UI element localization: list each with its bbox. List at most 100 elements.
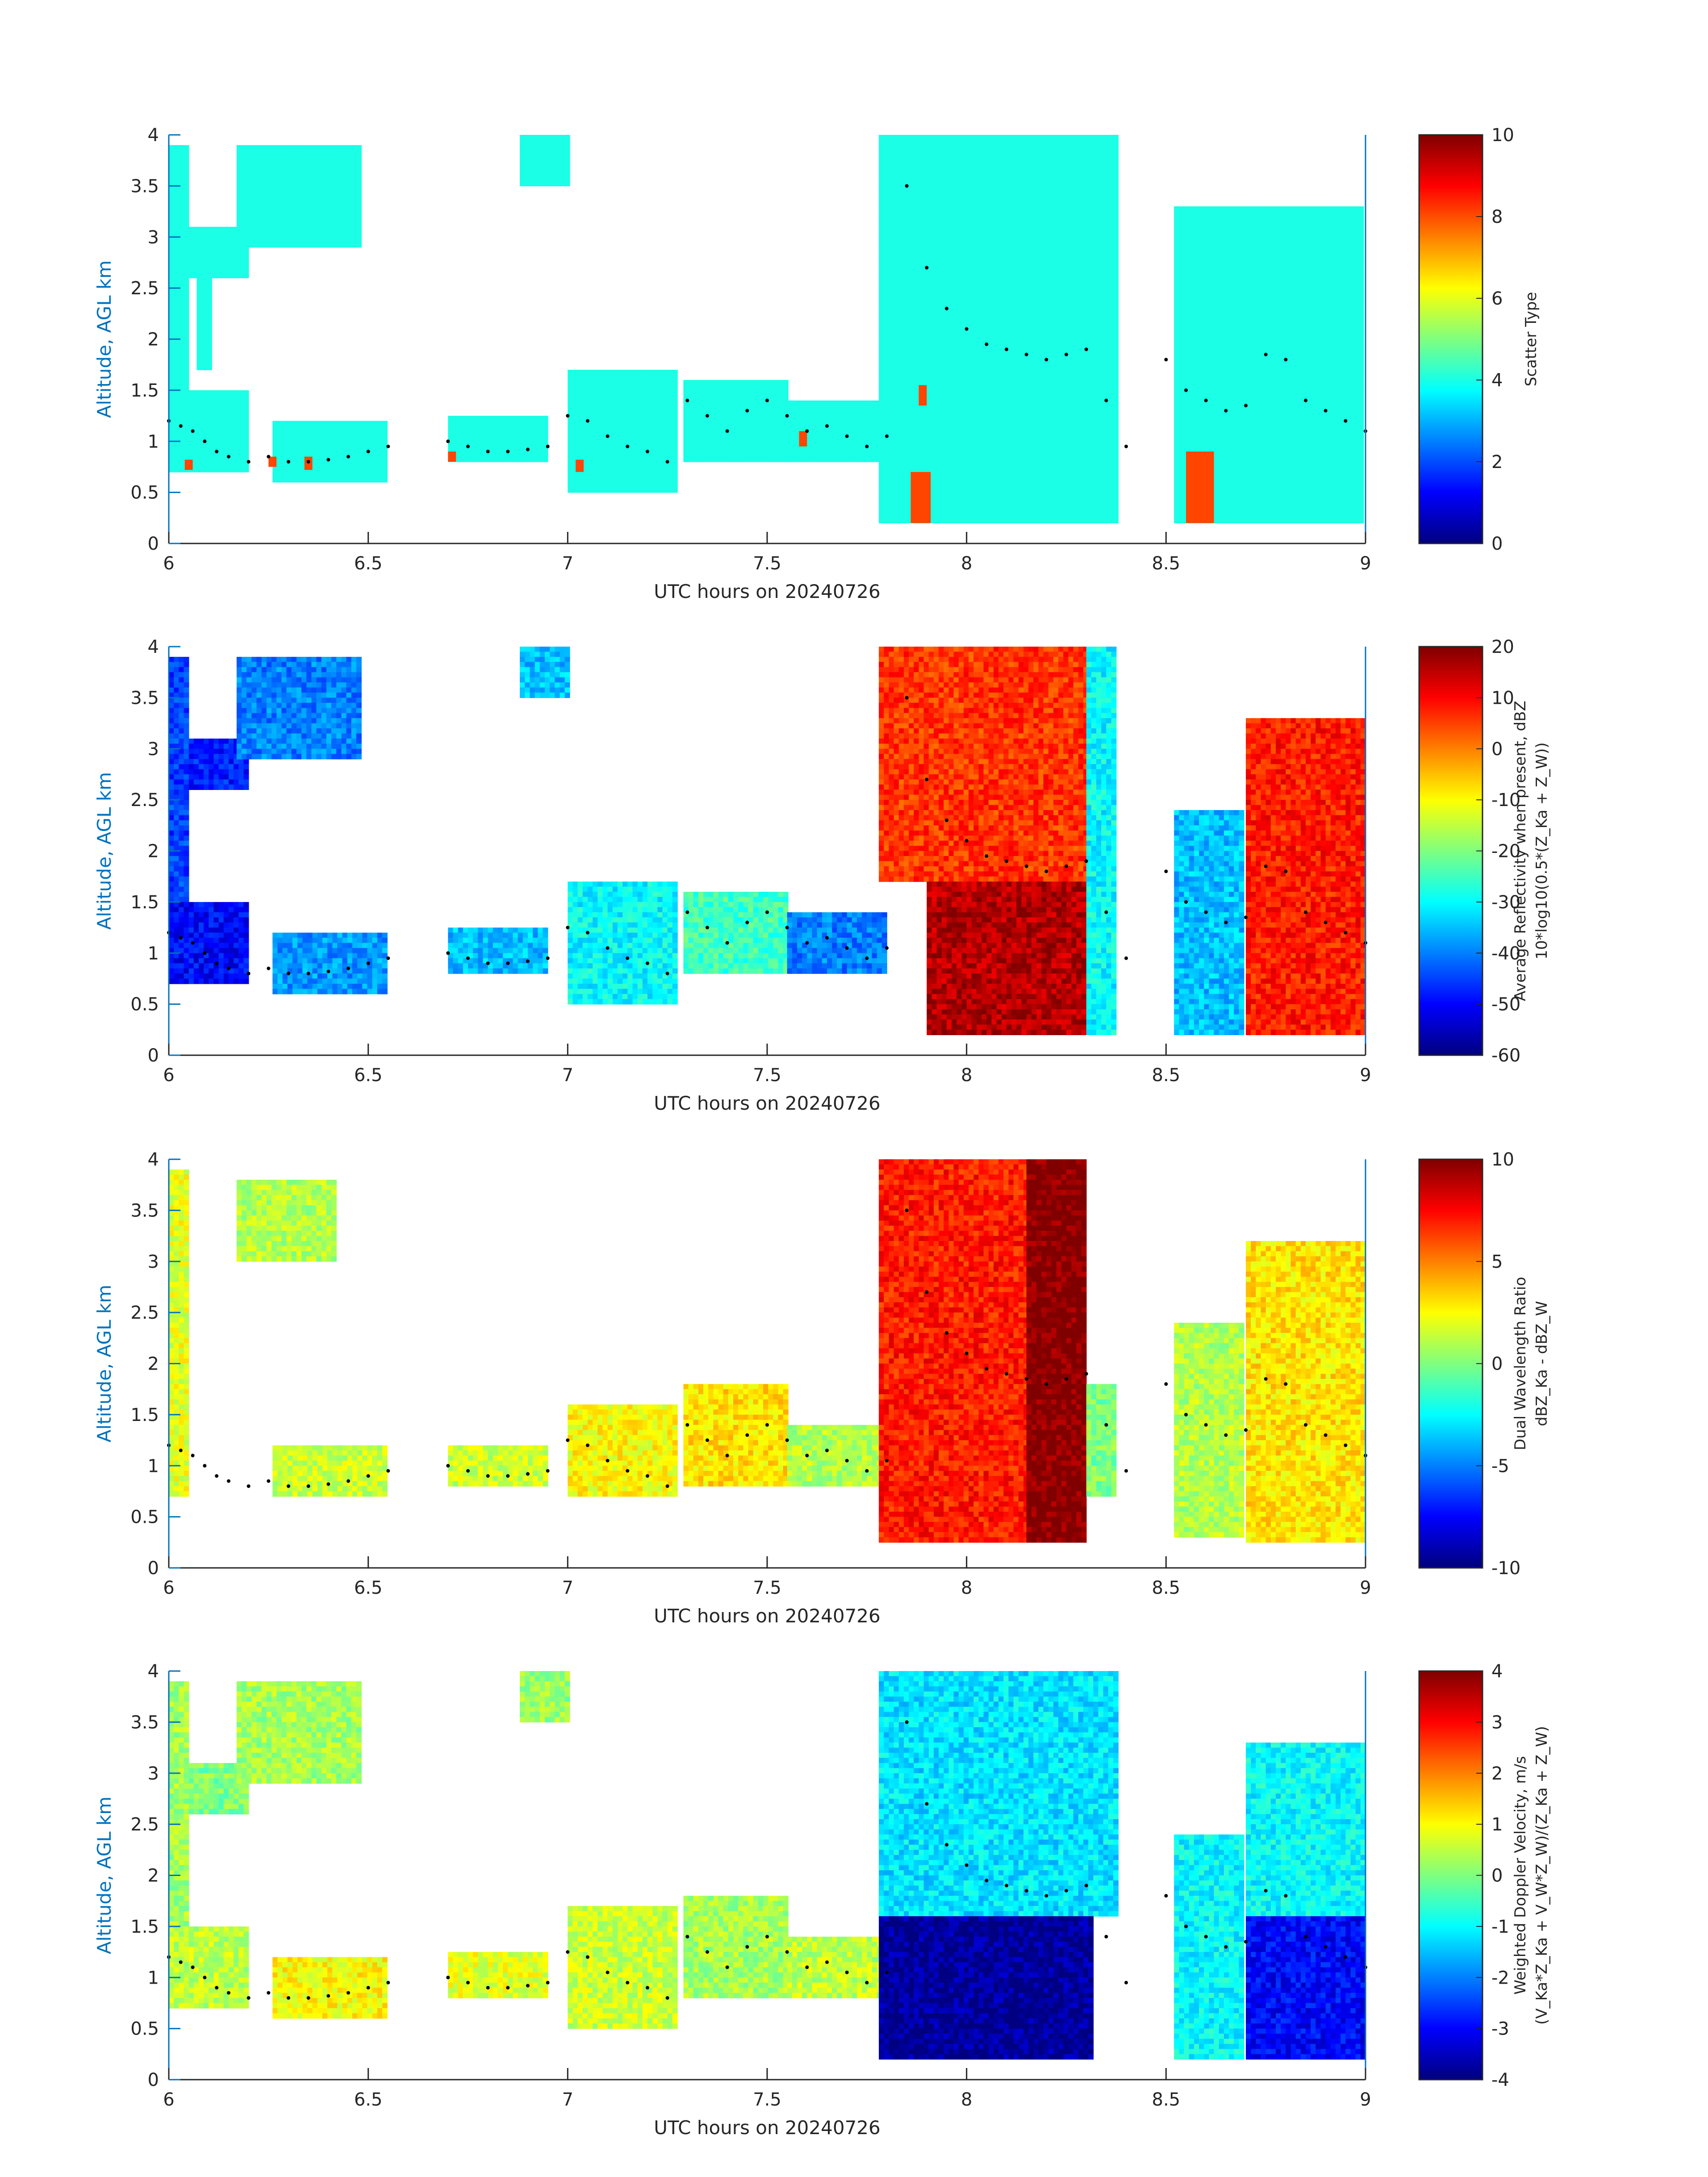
heatmap-cell bbox=[953, 400, 959, 406]
heatmap-cell bbox=[894, 354, 899, 360]
heatmap-cell bbox=[251, 180, 257, 187]
heatmap-cell bbox=[768, 456, 774, 462]
heatmap-cell bbox=[627, 482, 633, 488]
heatmap-cell bbox=[898, 472, 904, 478]
heatmap-cell bbox=[889, 211, 894, 217]
heatmap-cell bbox=[994, 344, 999, 350]
heatmap-cell bbox=[939, 477, 944, 483]
heatmap-cell bbox=[346, 226, 352, 233]
heatmap-cell bbox=[894, 206, 899, 212]
heatmap-cell bbox=[919, 298, 924, 304]
heatmap-cell bbox=[953, 344, 959, 350]
heatmap-cell bbox=[837, 410, 843, 416]
heatmap-cell bbox=[944, 467, 949, 472]
heatmap-cell bbox=[236, 201, 242, 207]
heatmap-cell bbox=[964, 171, 969, 176]
heatmap-cell bbox=[306, 206, 312, 212]
heatmap-cell bbox=[236, 206, 242, 212]
heatmap-cell bbox=[331, 186, 337, 192]
heatmap-cell bbox=[994, 252, 999, 258]
heatmap-cell bbox=[612, 451, 618, 457]
heatmap-cell bbox=[528, 441, 533, 447]
heatmap-cell bbox=[498, 451, 503, 457]
heatmap-cell bbox=[238, 446, 244, 452]
heatmap-cell bbox=[953, 349, 959, 355]
heatmap-cell bbox=[909, 175, 915, 181]
heatmap-cell bbox=[904, 436, 909, 442]
heatmap-cell bbox=[498, 441, 503, 447]
heatmap-cell bbox=[513, 426, 518, 432]
heatmap-cell bbox=[179, 165, 184, 171]
heatmap-cell bbox=[199, 456, 204, 462]
heatmap-cell bbox=[243, 431, 249, 437]
heatmap-cell bbox=[857, 456, 862, 462]
heatmap-cell bbox=[998, 201, 1004, 207]
heatmap-cell bbox=[778, 416, 784, 422]
heatmap-cell bbox=[948, 140, 954, 146]
heatmap-cell bbox=[201, 303, 207, 309]
heatmap-cell bbox=[778, 395, 784, 401]
heatmap-cell bbox=[179, 196, 184, 202]
heatmap-cell bbox=[919, 242, 924, 248]
heatmap-cell bbox=[904, 507, 909, 514]
heatmap-cell bbox=[545, 175, 550, 181]
heatmap-cell bbox=[642, 436, 648, 442]
heatmap-cell bbox=[837, 416, 843, 422]
heatmap-cell bbox=[958, 180, 964, 187]
heatmap-cell bbox=[336, 186, 342, 192]
heatmap-cell bbox=[657, 441, 663, 447]
heatmap-cell bbox=[923, 288, 929, 294]
heatmap-cell bbox=[884, 247, 889, 253]
heatmap-cell bbox=[332, 446, 338, 452]
heatmap-cell bbox=[708, 451, 714, 457]
heatmap-cell bbox=[246, 160, 252, 166]
heatmap-cell bbox=[277, 477, 283, 483]
heatmap-cell bbox=[550, 135, 555, 141]
heatmap-cell bbox=[998, 308, 1004, 314]
heatmap-cell bbox=[953, 135, 959, 141]
heatmap-cell bbox=[607, 487, 613, 493]
heatmap-cell bbox=[768, 395, 774, 401]
heatmap-cell bbox=[983, 451, 989, 457]
heatmap-cell bbox=[657, 456, 663, 462]
heatmap-cell bbox=[206, 278, 212, 284]
heatmap-cell bbox=[889, 221, 894, 227]
heatmap-cell bbox=[525, 155, 530, 161]
heatmap-cell bbox=[266, 171, 272, 176]
heatmap-cell bbox=[718, 400, 724, 406]
heatmap-cell bbox=[978, 436, 984, 442]
heatmap-cell bbox=[326, 155, 332, 161]
heatmap-cell bbox=[988, 201, 994, 207]
heatmap-cell bbox=[530, 175, 535, 181]
heatmap-cell bbox=[969, 140, 974, 146]
heatmap-cell bbox=[909, 293, 915, 299]
heatmap-cell bbox=[1008, 196, 1014, 202]
heatmap-cell bbox=[530, 140, 535, 146]
heatmap-cell bbox=[889, 186, 894, 192]
heatmap-cell bbox=[889, 492, 894, 498]
heatmap-cell bbox=[948, 145, 954, 151]
heatmap-cell bbox=[964, 226, 969, 233]
heatmap-cell bbox=[301, 232, 307, 238]
heatmap-cell bbox=[618, 446, 623, 452]
heatmap-cell bbox=[672, 441, 678, 447]
heatmap-cell bbox=[627, 400, 633, 406]
heatmap-cell bbox=[174, 451, 180, 457]
heatmap-cell bbox=[271, 242, 277, 248]
heatmap-cell bbox=[884, 492, 889, 498]
heatmap-cell bbox=[953, 206, 959, 212]
heatmap-cell bbox=[909, 278, 915, 284]
heatmap-cell bbox=[978, 165, 984, 171]
heatmap-cell bbox=[894, 171, 899, 176]
heatmap-cell bbox=[894, 477, 899, 483]
heatmap-cell bbox=[311, 145, 317, 151]
heatmap-cell bbox=[958, 416, 964, 422]
heatmap-cell bbox=[588, 405, 593, 411]
heatmap-cell bbox=[351, 206, 357, 212]
heatmap-cell bbox=[944, 370, 949, 376]
heatmap-cell bbox=[969, 283, 974, 288]
heatmap-cell bbox=[857, 400, 862, 406]
heatmap-cell bbox=[196, 354, 202, 360]
heatmap-cell bbox=[909, 359, 915, 365]
heatmap-cell bbox=[672, 431, 678, 437]
